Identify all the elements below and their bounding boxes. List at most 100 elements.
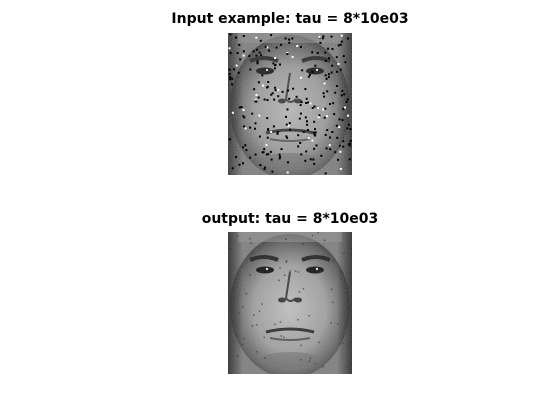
noise-pixel — [305, 97, 308, 100]
noise-pixel — [337, 44, 340, 47]
noise-pixel — [317, 106, 319, 109]
noise-pixel — [331, 131, 334, 133]
noise-pixel — [304, 159, 307, 162]
face-image-denoised — [228, 232, 352, 374]
noise-pixel — [278, 157, 281, 160]
noise-pixel — [266, 136, 269, 139]
noise-pixel — [258, 135, 261, 138]
noise-pixel — [242, 162, 244, 165]
speckle-pixel — [314, 363, 317, 365]
noise-pixel — [286, 108, 289, 111]
noise-pixel — [276, 132, 279, 135]
noise-pixel — [231, 83, 234, 86]
speckle-pixel — [342, 342, 344, 345]
speckle-pixel — [308, 315, 311, 317]
noise-pixel — [313, 147, 316, 150]
noise-pixel — [349, 128, 352, 131]
noise-pixel — [337, 158, 339, 161]
speckle-pixel — [229, 238, 232, 240]
speckle-pixel — [249, 238, 251, 240]
noise-pixel — [231, 167, 234, 170]
noise-pixel — [330, 71, 333, 74]
speckle-pixel — [349, 341, 351, 343]
speckle-pixel — [237, 355, 239, 357]
noise-pixel — [339, 68, 342, 71]
noise-pixel — [348, 142, 351, 145]
noise-pixel — [299, 142, 302, 144]
noise-pixel — [238, 163, 241, 166]
noise-pixel — [228, 73, 231, 76]
noise-pixel — [285, 135, 288, 138]
noise-pixel — [313, 120, 316, 123]
input-face-image — [228, 33, 352, 175]
noise-pixel — [304, 88, 307, 90]
noise-pixel — [264, 45, 267, 48]
speckle-pixel — [280, 335, 282, 337]
residual-speckle-dots — [229, 232, 351, 368]
noise-pixel — [300, 112, 302, 115]
noise-pixel — [330, 35, 333, 38]
noise-pixel — [284, 37, 287, 40]
noise-pixel — [339, 43, 342, 46]
noise-pixel — [309, 73, 311, 76]
noise-pixel — [286, 171, 289, 174]
speckle-pixel — [317, 232, 319, 234]
noise-pixel — [338, 126, 341, 129]
noise-pixel — [318, 114, 321, 117]
speckle-pixel — [343, 252, 345, 254]
noise-pixel — [272, 125, 275, 128]
speckle-pixel — [297, 318, 299, 321]
noise-pixel — [340, 40, 343, 43]
noise-pixel — [314, 134, 317, 137]
noise-pixel — [281, 90, 284, 93]
noise-pixel — [244, 144, 247, 147]
noise-pixel — [266, 46, 269, 49]
noise-pixel — [322, 35, 325, 38]
noise-pixel — [335, 85, 338, 87]
speckle-pixel — [232, 340, 235, 343]
noise-pixel — [314, 64, 317, 67]
speckle-pixel — [330, 322, 332, 324]
speckle-pixel — [264, 357, 266, 359]
speckle-pixel — [340, 277, 342, 280]
noise-pixel — [334, 151, 337, 154]
noise-pixel — [300, 153, 303, 156]
speckle-pixel — [230, 248, 233, 250]
noise-pixel — [285, 123, 288, 126]
noise-pixel — [253, 88, 256, 91]
noise-pixel — [265, 153, 268, 156]
noise-pixel — [256, 48, 258, 51]
noise-pixel — [311, 71, 314, 73]
noise-pixel — [313, 162, 316, 165]
noise-pixel — [288, 97, 291, 100]
speckle-pixel — [330, 288, 333, 290]
noise-pixel — [238, 106, 241, 109]
noise-pixel — [256, 60, 259, 63]
speckle-pixel — [250, 242, 252, 244]
speckle-pixel — [298, 291, 301, 293]
speckle-pixel — [249, 274, 251, 276]
noise-pixel — [266, 86, 269, 89]
noise-pixel — [242, 146, 245, 149]
noise-pixel — [348, 158, 351, 161]
noise-pixel — [306, 120, 308, 123]
noise-pixel — [277, 95, 280, 98]
noise-pixel — [267, 153, 270, 156]
noise-pixel — [287, 89, 290, 92]
noise-pixel — [323, 95, 326, 98]
noise-pixel — [347, 114, 350, 117]
speckle-pixel — [242, 306, 244, 308]
noise-pixel — [346, 98, 349, 101]
speckle-pixel — [238, 312, 240, 314]
noise-pixel — [235, 156, 238, 159]
noise-pixel — [242, 115, 245, 118]
noise-pixel — [262, 151, 265, 154]
noise-pixel — [278, 153, 281, 156]
noise-pixel — [342, 108, 345, 111]
noise-pixel — [239, 58, 242, 61]
speckle-pixel — [283, 274, 286, 276]
noise-pixel — [287, 124, 290, 127]
noise-pixel — [324, 107, 327, 110]
noise-pixel — [287, 161, 289, 164]
noise-pixel — [340, 94, 343, 97]
